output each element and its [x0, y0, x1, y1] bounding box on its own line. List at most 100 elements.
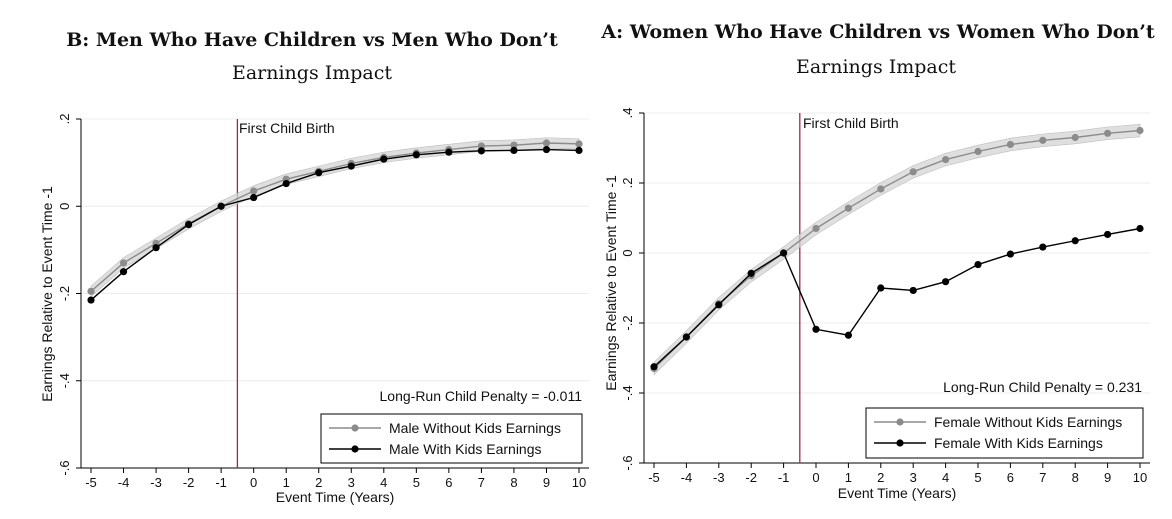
- x-tick-label: 10: [572, 475, 586, 490]
- data-point: [974, 147, 982, 156]
- y-tick-label: 0: [57, 203, 72, 210]
- chart-subtitle: Earnings Impact: [232, 62, 392, 84]
- legend: Male Without Kids Earnings Male With Kids…: [320, 413, 583, 464]
- y-tick-label: .4: [620, 108, 635, 119]
- series-line: [90, 142, 580, 292]
- data-point: [119, 259, 128, 267]
- x-axis-label: Event Time (Years): [276, 489, 395, 505]
- x-tick-label: 10: [1133, 470, 1147, 485]
- y-tick-label: .2: [620, 178, 635, 189]
- penalty-annotation: Long-Run Child Penalty = 0.231: [943, 379, 1142, 395]
- penalty-annotation: Long-Run Child Penalty = -0.011: [380, 388, 583, 404]
- y-tick-label: -.2: [57, 286, 72, 301]
- confidence-band: [653, 123, 1141, 376]
- y-tick-label: -.4: [57, 373, 72, 388]
- data-point: [844, 331, 853, 339]
- x-tick-label: -1: [778, 470, 790, 485]
- data-point: [1006, 250, 1015, 258]
- series-line: [90, 148, 580, 301]
- data-point: [510, 141, 518, 149]
- data-point: [1071, 237, 1079, 245]
- y-tick-label: -.6: [57, 460, 72, 475]
- legend-swatch-marker: [896, 439, 904, 447]
- y-tick-label: -.2: [620, 315, 635, 330]
- data-point: [1006, 140, 1015, 149]
- legend-entry: Female With Kids Earnings: [934, 435, 1103, 451]
- data-point: [575, 146, 583, 155]
- x-tick-label: 0: [250, 475, 257, 490]
- legend-box: [865, 407, 1144, 459]
- series-line: [653, 227, 1141, 368]
- data-point: [1039, 243, 1047, 251]
- data-point: [909, 286, 917, 295]
- data-point: [1104, 230, 1112, 239]
- data-point: [542, 145, 551, 154]
- x-tick-label: 8: [510, 475, 517, 490]
- data-point: [315, 169, 323, 177]
- legend: Female Without Kids Earnings Female With …: [865, 407, 1144, 459]
- data-point: [812, 224, 820, 233]
- y-axis-label: Earnings Relative to Event Time -1: [603, 175, 619, 391]
- chart-title: B: Men Who Have Children vs Men Who Don’…: [66, 29, 558, 51]
- x-tick-label: -5: [85, 475, 97, 490]
- data-point: [942, 278, 950, 286]
- x-tick-label: 2: [877, 470, 884, 485]
- y-tick-label: -.4: [620, 385, 635, 400]
- chart-men: -.6 -.4 -.2 0 .2 -5 -4 -3 -2 -1 0 1 2 3 4 5 6 7 8 9 10 B: Me…: [39, 29, 589, 505]
- x-tick-label: -2: [183, 475, 195, 490]
- event-line-label: First Child Birth: [239, 120, 335, 136]
- data-point: [909, 168, 917, 176]
- x-tick-label: -1: [215, 475, 227, 490]
- legend-swatch-marker: [351, 445, 359, 453]
- data-point: [185, 220, 193, 229]
- x-tick-label: -3: [713, 470, 725, 485]
- x-tick-label: 9: [543, 475, 550, 490]
- x-tick-label: 6: [1007, 470, 1014, 485]
- x-tick-label: 0: [812, 470, 819, 485]
- data-point: [780, 249, 788, 257]
- legend-swatch-marker: [896, 418, 904, 426]
- y-tick-label: -.6: [620, 455, 635, 470]
- data-point: [250, 187, 258, 195]
- event-line-label: First Child Birth: [803, 115, 899, 131]
- legend-box: [320, 413, 583, 464]
- data-point: [715, 301, 723, 309]
- legend-entry: Male With Kids Earnings: [389, 441, 542, 457]
- data-point: [812, 325, 820, 333]
- chart-title: A: Women Who Have Children vs Women Who …: [600, 21, 1155, 43]
- data-point: [347, 162, 355, 170]
- data-point: [217, 202, 225, 210]
- legend-entry: Male Without Kids Earnings: [389, 420, 561, 436]
- data-point: [942, 155, 950, 164]
- data-point: [510, 146, 518, 155]
- x-tick-label: 1: [283, 475, 290, 490]
- data-point: [1071, 133, 1079, 142]
- x-tick-label: -3: [150, 475, 162, 490]
- y-axis-label: Earnings Relative to Event Time -1: [39, 186, 55, 402]
- legend-entry: Female Without Kids Earnings: [934, 414, 1122, 430]
- confidence-band: [90, 137, 580, 298]
- x-tick-label: -5: [648, 470, 660, 485]
- data-point: [250, 193, 258, 202]
- data-point: [1136, 224, 1144, 233]
- x-tick-label: 5: [413, 475, 420, 490]
- data-point: [445, 148, 453, 156]
- data-point: [575, 140, 583, 148]
- y-tick-label: 0: [620, 249, 635, 256]
- data-point: [747, 269, 755, 277]
- data-point: [380, 155, 388, 163]
- data-point: [412, 151, 420, 159]
- data-point: [877, 185, 885, 193]
- data-point: [477, 147, 485, 155]
- legend-swatch-marker: [351, 424, 359, 432]
- data-point: [282, 179, 290, 188]
- y-tick-label: .2: [57, 114, 72, 125]
- chart-women: -.6 -.4 -.2 0 .2 .4 -5 -4 -3 -2 -1 0 1 2 3 4 5 6 7 8 9 10 A: …: [600, 21, 1155, 501]
- data-point: [682, 333, 691, 341]
- x-tick-label: 4: [380, 475, 387, 490]
- data-point: [877, 284, 885, 292]
- data-point: [87, 287, 95, 295]
- data-point: [974, 260, 982, 269]
- x-tick-label: 6: [445, 475, 452, 490]
